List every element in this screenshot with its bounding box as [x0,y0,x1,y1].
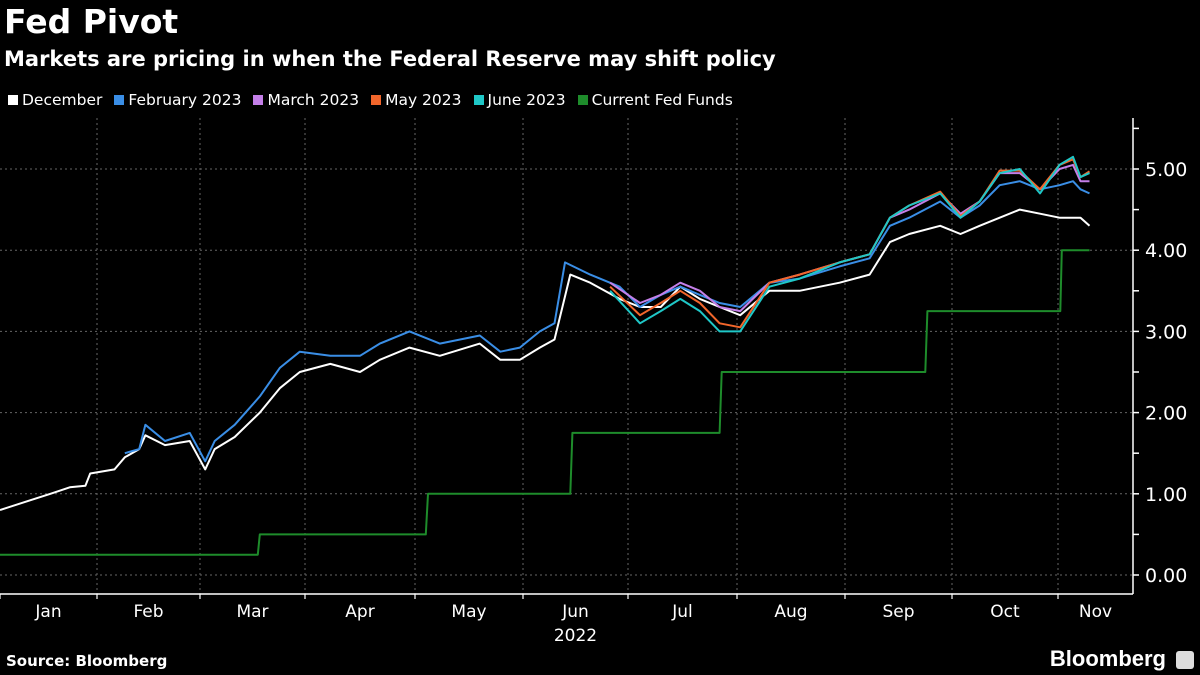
legend-item: June 2023 [473,91,566,109]
bloomberg-chart-icon [1176,651,1194,669]
series-line-june-2023 [609,155,1090,333]
legend-item: February 2023 [114,91,241,109]
legend-item: Current Fed Funds [577,91,733,109]
legend-label: Current Fed Funds [591,91,733,109]
source-note: Source: Bloomberg [6,652,168,670]
legend-item: May 2023 [371,91,462,109]
x-tick-label: Sep [882,602,914,622]
x-tick-label: Jul [671,602,693,622]
x-tick-label: Jun [561,602,589,622]
y-tick-label: 3.00 [1145,321,1187,343]
x-tick-label: Feb [133,602,163,622]
legend-swatch [371,95,382,105]
series-line-may-2023 [609,158,1091,329]
legend-swatch [114,95,125,105]
x-tick-label: May [451,602,486,622]
legend-item: December [8,91,102,109]
series-line-december [0,208,1091,511]
legend-swatch [8,95,18,105]
x-tick-label: Apr [345,602,374,622]
x-tick-label: Mar [236,602,268,622]
y-tick-label: 4.00 [1145,240,1187,262]
legend-swatch [473,95,484,105]
chart-title: Fed Pivot [4,2,179,41]
x-year-label: 2022 [554,626,597,646]
y-tick-label: 5.00 [1145,159,1187,181]
x-tick-label: Oct [990,602,1020,622]
legend-label: March 2023 [267,91,360,109]
x-tick-label: Nov [1079,602,1112,622]
x-tick-label: Jan [34,602,61,622]
bloomberg-logo: Bloomberg [1049,646,1166,671]
y-tick-label: 1.00 [1145,484,1187,506]
legend-label: February 2023 [128,91,242,109]
legend: December February 2023 March 2023 May 2023 J… [8,91,733,109]
legend-label: June 2023 [487,91,566,109]
y-tick-label: 0.00 [1145,565,1187,587]
series-line-current-fed-funds [0,249,1090,556]
legend-label: May 2023 [385,91,462,109]
x-tick-label: Aug [774,602,807,622]
legend-swatch [253,95,264,105]
series-line-february-2023 [124,180,1090,463]
legend-item: March 2023 [253,91,359,109]
legend-label: December [22,91,103,109]
legend-swatch [577,95,588,105]
y-tick-label: 2.00 [1145,403,1187,425]
chart-subtitle: Markets are pricing in when the Federal … [4,47,776,71]
series-line-march-2023 [609,163,1090,313]
